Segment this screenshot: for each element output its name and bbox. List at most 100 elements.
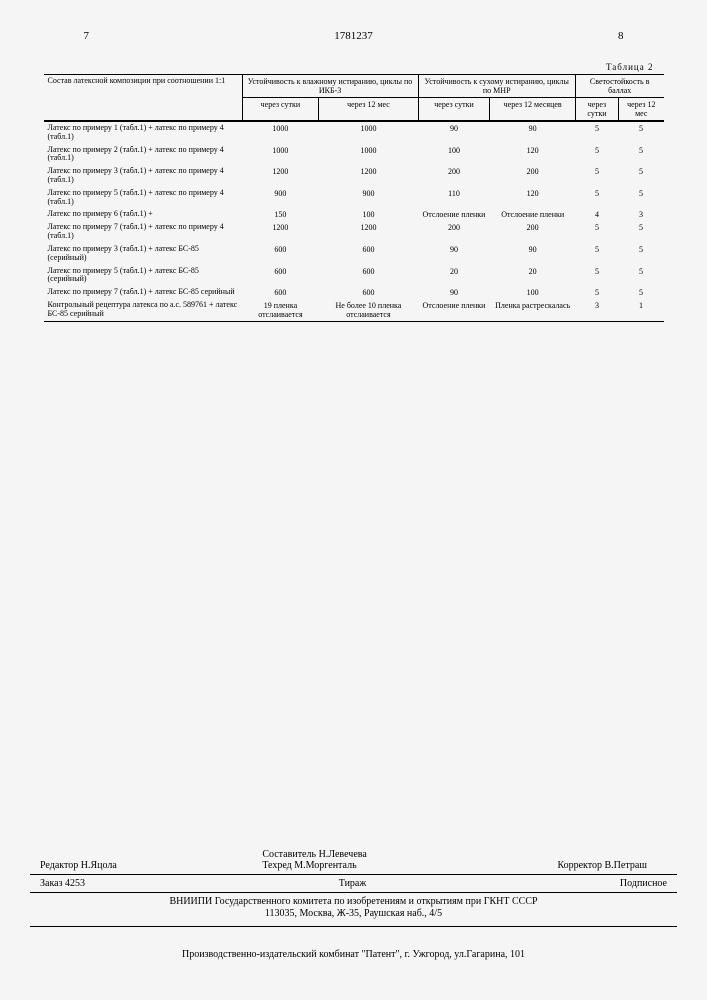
subcol-wet-12m: через 12 мес [319, 98, 418, 122]
cell: 1200 [242, 165, 319, 187]
col-lightfastness: Светостойкость в баллах [575, 75, 663, 98]
cell: 5 [575, 165, 618, 187]
row-label: Латекс по примеру 3 (табл.1) + латекс БС… [44, 243, 243, 265]
cell: 3 [575, 299, 618, 322]
cell: 5 [575, 144, 618, 166]
cell: 5 [619, 243, 664, 265]
cell: 5 [575, 121, 618, 144]
table-row: Латекс по примеру 7 (табл.1) + латекс БС… [44, 286, 664, 299]
cell: 200 [418, 221, 490, 243]
compiler-credit: Составитель Н.Левечева Техред М.Моргента… [232, 849, 454, 871]
row-label: Латекс по примеру 5 (табл.1) + латекс по… [44, 187, 243, 209]
cell: 90 [418, 243, 490, 265]
cell: 1000 [242, 121, 319, 144]
cell: 600 [242, 243, 319, 265]
subscription: Подписное [620, 878, 667, 889]
subcol-wet-day: через сутки [242, 98, 319, 122]
table-row: Латекс по примеру 5 (табл.1) + латекс по… [44, 187, 664, 209]
cell: 150 [242, 208, 319, 221]
subcol-light-12m: через 12 мес [619, 98, 664, 122]
row-label: Латекс по примеру 3 (табл.1) + латекс по… [44, 165, 243, 187]
col-wet-abrasion: Устойчивость к влажному истиранию, циклы… [242, 75, 418, 98]
cell: 90 [418, 286, 490, 299]
page-header: 7 1781237 8 [44, 30, 664, 62]
cell: 1000 [319, 144, 418, 166]
table-row: Латекс по примеру 3 (табл.1) + латекс по… [44, 165, 664, 187]
cell: 600 [242, 265, 319, 287]
cell: 100 [418, 144, 490, 166]
table-row: Латекс по примеру 3 (табл.1) + латекс БС… [44, 243, 664, 265]
subcol-dry-day: через сутки [418, 98, 490, 122]
cell: 5 [619, 144, 664, 166]
cell: 120 [490, 187, 575, 209]
left-page-number: 7 [84, 30, 90, 42]
row-label: Латекс по примеру 6 (табл.1) + [44, 208, 243, 221]
production-info: Производственно-издательский комбинат "П… [30, 949, 677, 960]
editor-credit: Редактор Н.Яцола [40, 849, 232, 871]
cell: 90 [490, 243, 575, 265]
cell: 1000 [242, 144, 319, 166]
cell: 5 [575, 243, 618, 265]
cell: Пленка растрескалась [490, 299, 575, 322]
cell: Отслоение пленки [418, 299, 490, 322]
cell: 100 [490, 286, 575, 299]
cell: 1000 [319, 121, 418, 144]
institute-line: ВНИИПИ Государственного комитета по изоб… [30, 892, 677, 923]
cell: 20 [490, 265, 575, 287]
cell: 5 [619, 221, 664, 243]
table-row: Латекс по примеру 6 (табл.1) +150100Отсл… [44, 208, 664, 221]
col-dry-abrasion: Устойчивость к сухому истиранию, циклы п… [418, 75, 575, 98]
cell: 19 пленка отслаивается [242, 299, 319, 322]
row-label: Латекс по примеру 7 (табл.1) + латекс по… [44, 221, 243, 243]
corrector-credit: Корректор В.Петраш [455, 849, 667, 871]
cell: 5 [619, 286, 664, 299]
order-number: Заказ 4253 [40, 878, 85, 889]
document-page: 7 1781237 8 Таблица 2 Состав латексной к… [14, 0, 694, 322]
table-row: Латекс по примеру 2 (табл.1) + латекс по… [44, 144, 664, 166]
cell: 900 [242, 187, 319, 209]
col-composition: Состав латексной композиции при соотноше… [44, 75, 243, 122]
cell: 5 [575, 187, 618, 209]
cell: Отслоение пленки [490, 208, 575, 221]
cell: 20 [418, 265, 490, 287]
cell: Не более 10 пленка отслаивается [319, 299, 418, 322]
cell: 5 [575, 286, 618, 299]
cell: 1200 [319, 221, 418, 243]
row-label: Латекс по примеру 2 (табл.1) + латекс по… [44, 144, 243, 166]
row-label: Латекс по примеру 1 (табл.1) + латекс по… [44, 121, 243, 144]
cell: 5 [575, 221, 618, 243]
row-label: Контрольный рецептура латекса по а.с. 58… [44, 299, 243, 322]
cell: 1 [619, 299, 664, 322]
table-row: Латекс по примеру 1 (табл.1) + латекс по… [44, 121, 664, 144]
cell: 900 [319, 187, 418, 209]
cell: 120 [490, 144, 575, 166]
subcol-dry-12m: через 12 месяцев [490, 98, 575, 122]
cell: 5 [575, 265, 618, 287]
tirage: Тираж [339, 878, 367, 889]
document-number: 1781237 [334, 30, 373, 42]
cell: 200 [490, 221, 575, 243]
cell: 90 [418, 121, 490, 144]
cell: 5 [619, 121, 664, 144]
cell: 3 [619, 208, 664, 221]
cell: 600 [319, 243, 418, 265]
cell: 100 [319, 208, 418, 221]
cell: 90 [490, 121, 575, 144]
table-caption: Таблица 2 [44, 62, 664, 74]
cell: 110 [418, 187, 490, 209]
footer: Редактор Н.Яцола Составитель Н.Левечева … [30, 849, 677, 930]
cell: 600 [319, 265, 418, 287]
cell: Отслоение пленки [418, 208, 490, 221]
table-row: Латекс по примеру 7 (табл.1) + латекс по… [44, 221, 664, 243]
cell: 5 [619, 265, 664, 287]
table-body: Латекс по примеру 1 (табл.1) + латекс по… [44, 121, 664, 322]
cell: 600 [319, 286, 418, 299]
cell: 1200 [242, 221, 319, 243]
data-table: Состав латексной композиции при соотноше… [44, 74, 664, 322]
right-page-number: 8 [618, 30, 624, 42]
cell: 600 [242, 286, 319, 299]
cell: 1200 [319, 165, 418, 187]
cell: 200 [418, 165, 490, 187]
cell: 5 [619, 187, 664, 209]
subcol-light-day: через сутки [575, 98, 618, 122]
